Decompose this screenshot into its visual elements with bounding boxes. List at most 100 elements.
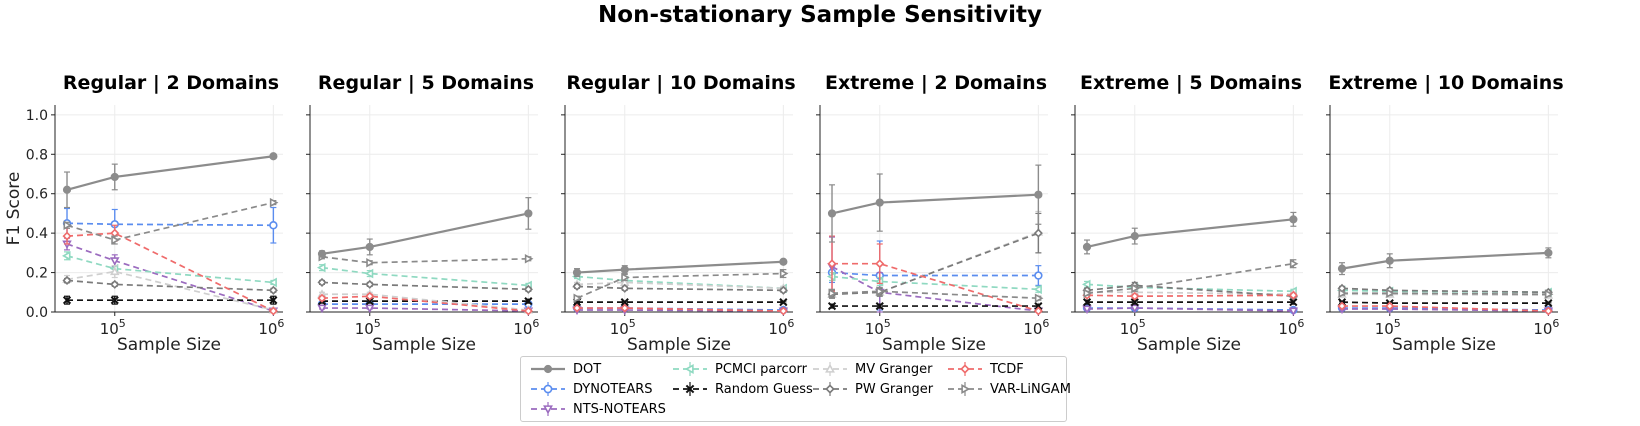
series-dot [1337, 247, 1553, 276]
data-point [1033, 284, 1042, 295]
series-var-lingam [828, 286, 1044, 303]
series-line [1341, 287, 1549, 294]
series-pw-granger [827, 212, 1043, 299]
series-line [831, 271, 1039, 277]
data-point [1288, 307, 1299, 317]
y-axis-label: F1 Score [4, 172, 24, 246]
data-point [269, 152, 278, 161]
legend-label: DYNOTEARS [573, 381, 653, 397]
series-tcdf [62, 224, 278, 316]
series-line [831, 265, 1039, 312]
x-tick-label: 106 [1023, 317, 1049, 338]
legend-item-mv-granger: MV Granger [811, 360, 932, 378]
x-axis-label: Sample Size [1392, 335, 1496, 355]
x-tick-label: 105 [100, 317, 126, 338]
legend-marker [543, 364, 553, 374]
series-nts-notears [1082, 304, 1299, 317]
series-line [831, 275, 1039, 291]
legend-swatch [813, 362, 847, 376]
data-point [523, 284, 533, 294]
series-line [576, 281, 784, 290]
data-point [1130, 298, 1139, 307]
data-point [269, 221, 278, 230]
data-point [366, 257, 375, 268]
series-line [576, 260, 784, 274]
series-line [1342, 308, 1549, 312]
series-random-guess [827, 301, 1043, 311]
data-point [269, 296, 278, 305]
subplot-title: Regular | 2 Domains [63, 72, 279, 94]
series-dot [572, 257, 788, 278]
data-point [524, 209, 533, 218]
data-point [778, 285, 788, 295]
data-point [621, 272, 630, 283]
data-point [1034, 190, 1043, 199]
data-point [1129, 304, 1140, 314]
subplot-4: 105 106 Extreme | 2 Domains Sample Size [816, 72, 1049, 355]
series-line [1086, 294, 1294, 298]
data-point [1082, 305, 1092, 315]
legend-label: MV Granger [855, 361, 933, 377]
legend-swatch [531, 402, 565, 416]
data-point [110, 279, 120, 289]
legend-item-var-lingam: VAR-LiNGAM [946, 380, 1071, 398]
series-random-guess [1337, 298, 1553, 308]
legend-item-random-guess: Random Guess [671, 380, 813, 398]
figure-title: Non-stationary Sample Sensitivity [598, 2, 1042, 28]
subplot-1: 0.0 0.2 0.4 0.6 0.8 1.0 105 106 Regular | 2 Doma… [4, 72, 284, 355]
data-point [1131, 283, 1140, 294]
data-point [364, 268, 374, 279]
y-tick-label: 0.8 [26, 147, 48, 163]
data-point [111, 235, 120, 245]
series-random-guess [62, 295, 278, 305]
x-tick-label: 105 [1375, 317, 1401, 338]
series-line [831, 193, 1039, 215]
data-point [876, 286, 885, 297]
series-pw-granger [62, 275, 278, 295]
series-var-lingam [573, 268, 789, 303]
legend-label: DOT [573, 361, 602, 377]
data-point [317, 293, 327, 303]
series-nts-notears [317, 304, 534, 317]
y-tick-label: 0.0 [26, 305, 48, 321]
series-var-lingam [1338, 288, 1554, 300]
data-point [1337, 264, 1347, 273]
legend-item-dot: DOT [529, 360, 601, 378]
data-point [110, 172, 119, 182]
data-point [875, 198, 884, 207]
series-line [66, 270, 274, 311]
legend-marker [543, 405, 553, 415]
x-axis-label: Sample Size [372, 335, 476, 355]
series-pcmci-parcorr [61, 251, 277, 288]
data-point [269, 197, 279, 208]
x-axis-label: Sample Size [1137, 335, 1241, 355]
series-line [1342, 293, 1549, 297]
legend-marker [825, 363, 835, 373]
series-line [1342, 292, 1549, 296]
series-var-lingam [63, 197, 279, 245]
legend-label: VAR-LiNGAM [990, 381, 1071, 397]
legend-item-dynotears: DYNOTEARS [529, 380, 653, 398]
series-line [1086, 283, 1294, 293]
data-point [620, 303, 630, 313]
data-point [62, 231, 72, 241]
data-point [827, 259, 837, 269]
data-point [1034, 293, 1044, 303]
data-point [1289, 298, 1298, 307]
x-axis-label: Sample Size [117, 335, 221, 355]
data-point [63, 220, 73, 231]
legend-swatch [673, 382, 707, 396]
data-point [365, 291, 375, 301]
series-tcdf [317, 291, 533, 316]
data-point [1385, 256, 1394, 265]
y-tick-label: 1.0 [26, 108, 48, 124]
series-line [1341, 251, 1549, 270]
series-tcdf [572, 303, 788, 316]
x-tick-label: 106 [258, 317, 284, 338]
data-point [523, 306, 533, 316]
data-point [620, 283, 630, 293]
data-point [875, 301, 884, 311]
data-point [1034, 301, 1043, 311]
data-point [317, 249, 327, 258]
legend-marker [684, 364, 694, 374]
